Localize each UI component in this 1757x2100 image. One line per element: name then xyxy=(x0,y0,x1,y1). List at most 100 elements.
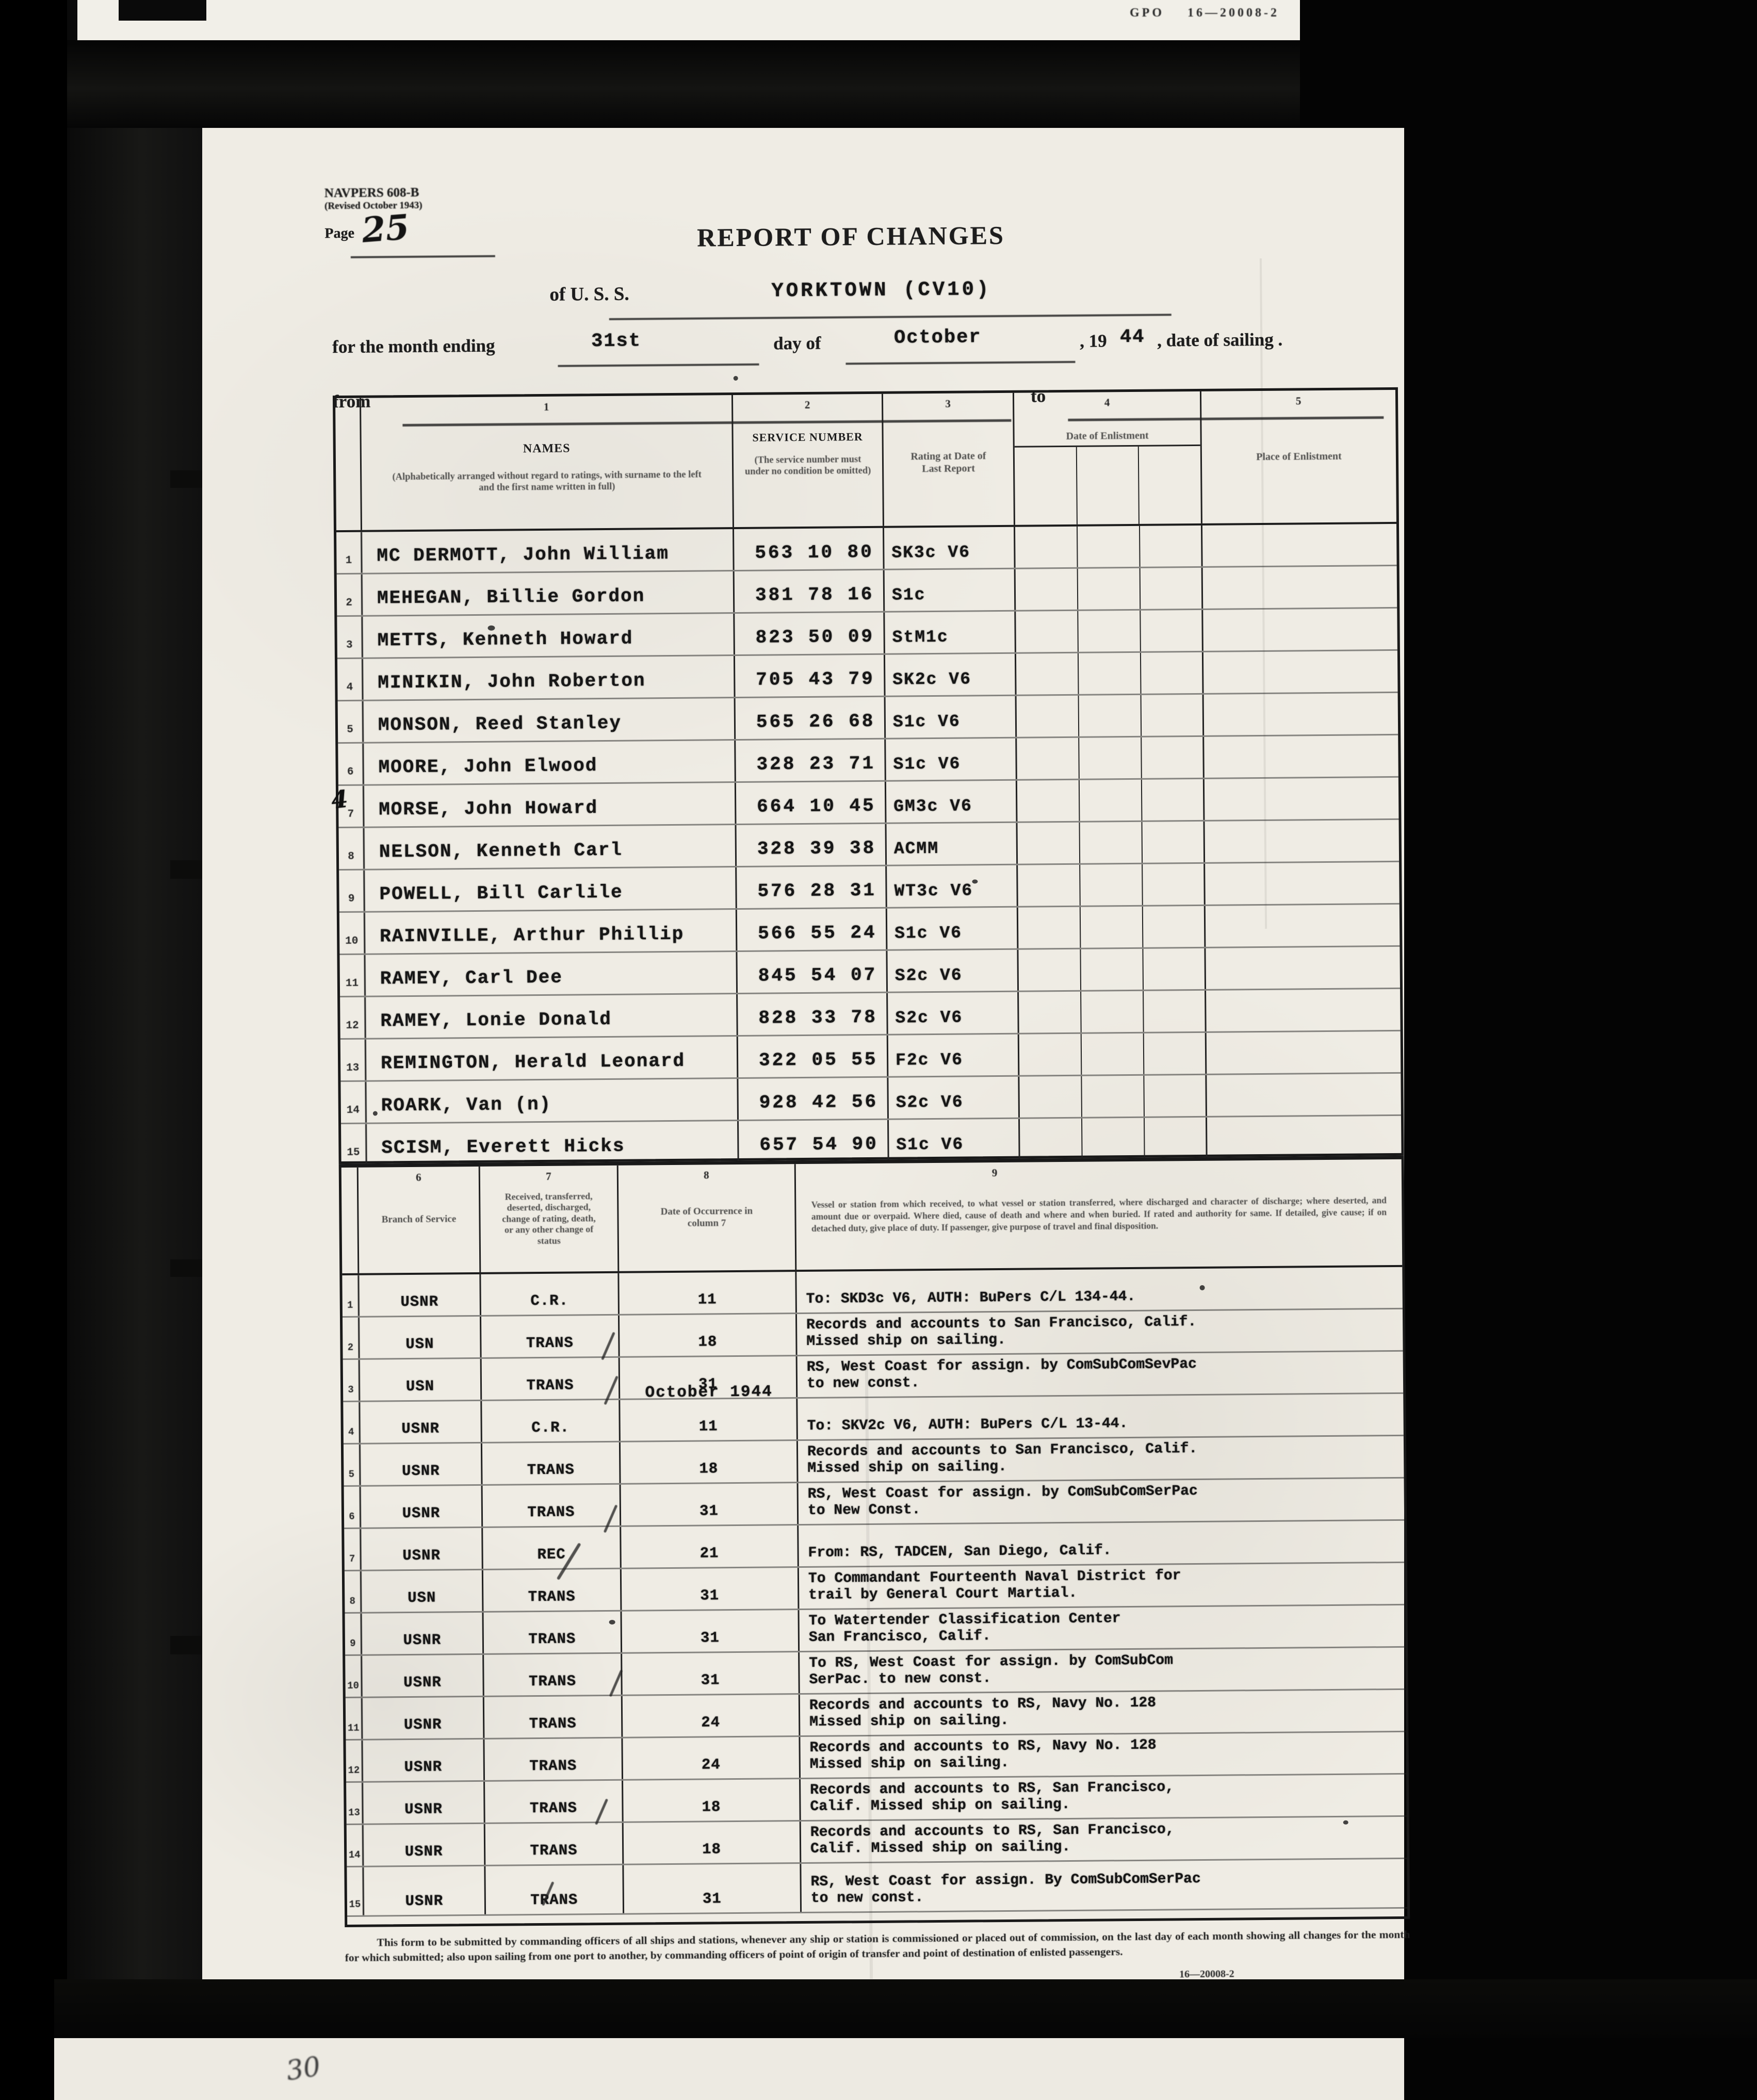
service-number: 328 39 38 xyxy=(736,824,887,866)
change-type: TRANS xyxy=(485,1780,624,1823)
enlist-date-cell xyxy=(1082,1118,1145,1159)
day-of-label: day of xyxy=(773,333,821,354)
remarks: RS, West Coast for assign. By ComSubComS… xyxy=(810,1871,1201,1907)
sailor-name: NELSON, Kenneth Carl xyxy=(364,825,737,869)
service-number: 657 54 90 xyxy=(739,1120,889,1162)
roster-row: 14 ROARK, Van (n) 928 42 56 S2c V6 xyxy=(340,1073,1401,1125)
row-number: 8 xyxy=(344,1571,362,1613)
change-row: 8 USN TRANS 31 To Commandant Fourteenth … xyxy=(344,1563,1405,1614)
row-number: 15 xyxy=(347,1867,365,1915)
header-rownum-col xyxy=(341,1167,360,1274)
roster-row: 7 MORSE, John Howard 664 10 45 GM3c V6 xyxy=(338,777,1399,829)
branch-of-service: USNR xyxy=(363,1781,485,1824)
occurrence-date: 18 xyxy=(623,1822,802,1864)
row-number: 11 xyxy=(345,1698,363,1740)
occurrence-date: 18 xyxy=(623,1779,801,1822)
sailor-name: MC DERMOTT, John William xyxy=(362,529,735,573)
rating: S2c V6 xyxy=(888,992,1019,1034)
rating: StM1c xyxy=(885,611,1016,653)
service-number: 828 33 78 xyxy=(738,993,888,1035)
roster-row: 5 MONSON, Reed Stanley 565 26 68 S1c V6 xyxy=(337,693,1398,744)
enlist-place-cell xyxy=(1207,1031,1401,1074)
service-number: 565 26 68 xyxy=(735,697,886,740)
row-number: 4 xyxy=(337,659,364,700)
enlist-place-cell xyxy=(1207,1116,1402,1158)
branch-of-service: USNR xyxy=(360,1443,483,1485)
enlist-date-cell xyxy=(1142,821,1206,863)
branch-of-service: USNR xyxy=(363,1824,486,1866)
row-number: 3 xyxy=(337,616,363,658)
enlist-date-cell xyxy=(1144,1032,1207,1074)
branch-of-service: USN xyxy=(360,1358,482,1401)
sailor-name: POWELL, Bill Carlile xyxy=(365,867,737,911)
ship-name-underline xyxy=(609,314,1172,320)
enlist-place-cell xyxy=(1205,820,1399,862)
rating: S2c V6 xyxy=(887,949,1019,992)
col-number-2: 2 xyxy=(804,398,810,411)
enlist-date-cell xyxy=(1140,567,1203,609)
service-number: 705 43 79 xyxy=(735,654,886,697)
header-service-number: 2 SERVICE NUMBER (The service number mus… xyxy=(733,393,884,528)
row-number: 4 xyxy=(343,1402,361,1443)
enlist-place-cell xyxy=(1204,693,1398,735)
rating: SK3c V6 xyxy=(884,527,1016,569)
enlist-date-cell xyxy=(1081,991,1144,1032)
footer-print-code: 16—20008-2 xyxy=(1179,1968,1234,1980)
enlist-place-cell xyxy=(1202,524,1397,566)
day-value: 31st xyxy=(591,330,642,353)
row-number: 3 xyxy=(343,1359,361,1401)
enlist-date-cell xyxy=(1080,864,1143,906)
sailor-name: MONSON, Reed Stanley xyxy=(363,698,736,742)
occurrence-date: 31 xyxy=(624,1864,802,1913)
handwritten-page-number: 25 xyxy=(360,206,411,251)
col-number-4: 4 xyxy=(1104,396,1110,409)
service-number: 928 42 56 xyxy=(738,1077,889,1120)
change-row: 7 USNR REC 21 From: RS, TADCEN, San Dieg… xyxy=(344,1520,1405,1572)
occurrence-date: 21 xyxy=(621,1525,799,1568)
header-occurrence-date: 8 Date of Occurrence in column 7 xyxy=(618,1164,797,1271)
row-number: 7 xyxy=(344,1529,362,1570)
enlist-place-cell xyxy=(1203,651,1398,693)
remarks: To: SKV2c V6, AUTH: BuPers C/L 13-44. xyxy=(807,1415,1128,1434)
header-change-type: 7 Received, transferred, deserted, disch… xyxy=(480,1165,620,1272)
change-type: TRANS xyxy=(483,1569,622,1611)
enlist-date-cell xyxy=(1015,526,1078,568)
branch-of-service: USNR xyxy=(364,1866,486,1915)
branch-of-service: USNR xyxy=(363,1739,485,1781)
sailor-name: REMINGTON, Herald Leonard xyxy=(366,1036,739,1080)
rating: S1c V6 xyxy=(886,738,1017,780)
service-number: 823 50 09 xyxy=(735,612,885,655)
month-header: October 1944 xyxy=(645,1383,773,1402)
enlist-date-cell xyxy=(1017,737,1080,779)
occurrence-date: 31 xyxy=(621,1568,800,1610)
row-number: 10 xyxy=(345,1655,363,1697)
sailor-name: ROARK, Van (n) xyxy=(366,1078,739,1123)
enlist-date-cell xyxy=(1144,990,1207,1032)
enlist-date-cell xyxy=(1078,610,1141,652)
branch-of-service: USN xyxy=(361,1570,484,1612)
service-number: 566 55 24 xyxy=(737,908,888,950)
page-label: Page xyxy=(324,225,355,242)
enlist-date-cell xyxy=(1018,949,1082,991)
col-number-5: 5 xyxy=(1295,395,1302,407)
dust-speck xyxy=(733,375,738,381)
enlist-date-cell xyxy=(1079,695,1142,736)
rating: S1c V6 xyxy=(887,907,1019,949)
enlist-sub-col xyxy=(1077,446,1140,524)
uss-label: of U. S. S. xyxy=(549,283,629,305)
row-number: 11 xyxy=(339,955,366,996)
row-number: 9 xyxy=(339,870,365,912)
sailor-name: RAMEY, Carl Dee xyxy=(365,951,738,996)
change-type: TRANS xyxy=(483,1611,623,1653)
enlist-place-cell xyxy=(1207,1074,1401,1116)
enlist-place-cell xyxy=(1205,862,1400,905)
row-number: 5 xyxy=(343,1444,361,1486)
branch-of-service: USN xyxy=(359,1316,482,1358)
row-number: 1 xyxy=(342,1275,360,1317)
occurrence-date: 18 xyxy=(620,1441,799,1483)
row-number: 14 xyxy=(340,1081,367,1123)
enlist-date-cell xyxy=(1016,611,1079,652)
remarks: From: RS, TADCEN, San Diego, Calif. xyxy=(808,1542,1112,1561)
row-number: 12 xyxy=(340,997,366,1039)
change-type: TRANS xyxy=(481,1357,621,1400)
